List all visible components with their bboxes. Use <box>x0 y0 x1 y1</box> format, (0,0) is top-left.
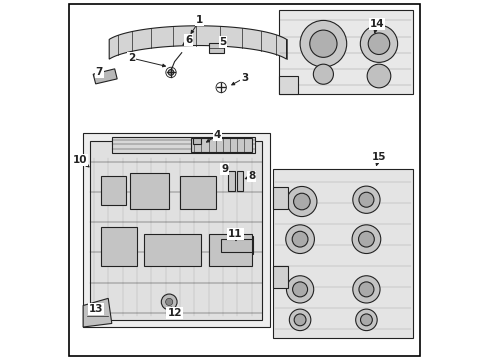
Text: 3: 3 <box>241 73 247 83</box>
Text: 10: 10 <box>73 155 87 165</box>
Circle shape <box>360 25 397 62</box>
Circle shape <box>309 30 336 57</box>
Text: 7: 7 <box>95 67 103 77</box>
Circle shape <box>165 298 172 306</box>
Polygon shape <box>109 26 286 59</box>
Polygon shape <box>93 69 117 84</box>
Circle shape <box>367 33 389 54</box>
Polygon shape <box>273 187 287 209</box>
Bar <box>129 173 169 209</box>
Bar <box>236 171 243 191</box>
Bar <box>144 234 201 266</box>
Circle shape <box>168 69 174 75</box>
Bar <box>112 137 255 153</box>
Bar <box>101 176 126 205</box>
Circle shape <box>358 192 373 207</box>
Circle shape <box>358 282 373 297</box>
Bar <box>190 138 251 152</box>
Bar <box>83 134 269 327</box>
Text: 14: 14 <box>369 19 384 29</box>
Circle shape <box>289 309 310 330</box>
Circle shape <box>313 64 333 84</box>
Polygon shape <box>273 266 287 288</box>
Circle shape <box>358 231 373 247</box>
Bar <box>192 138 201 144</box>
Circle shape <box>286 186 316 217</box>
Text: 1: 1 <box>196 15 203 26</box>
Bar <box>180 176 215 209</box>
Circle shape <box>294 314 305 326</box>
Polygon shape <box>278 76 298 94</box>
Text: 2: 2 <box>128 53 135 63</box>
Bar <box>219 236 253 253</box>
Circle shape <box>360 314 371 326</box>
Bar <box>228 171 234 191</box>
Circle shape <box>292 282 307 297</box>
Text: 6: 6 <box>185 35 192 45</box>
Text: 8: 8 <box>247 171 255 181</box>
Circle shape <box>352 186 379 213</box>
Circle shape <box>352 276 379 303</box>
Circle shape <box>161 294 177 310</box>
Circle shape <box>355 309 376 330</box>
Circle shape <box>292 231 307 247</box>
Circle shape <box>366 64 390 88</box>
Text: 11: 11 <box>228 229 242 239</box>
Circle shape <box>285 225 314 253</box>
Bar <box>208 42 223 53</box>
Text: 9: 9 <box>221 164 228 174</box>
Bar <box>221 239 251 252</box>
Text: 12: 12 <box>167 308 182 318</box>
Circle shape <box>300 21 346 67</box>
Bar <box>208 234 251 266</box>
Text: 15: 15 <box>371 152 386 162</box>
Bar <box>101 226 137 266</box>
Text: 5: 5 <box>219 37 226 47</box>
Bar <box>273 169 412 338</box>
Circle shape <box>286 276 313 303</box>
Circle shape <box>351 225 380 253</box>
Text: 4: 4 <box>213 130 221 140</box>
Text: 13: 13 <box>88 304 102 314</box>
Circle shape <box>293 193 309 210</box>
Bar <box>90 140 262 320</box>
Polygon shape <box>83 298 112 327</box>
Bar <box>278 10 412 94</box>
